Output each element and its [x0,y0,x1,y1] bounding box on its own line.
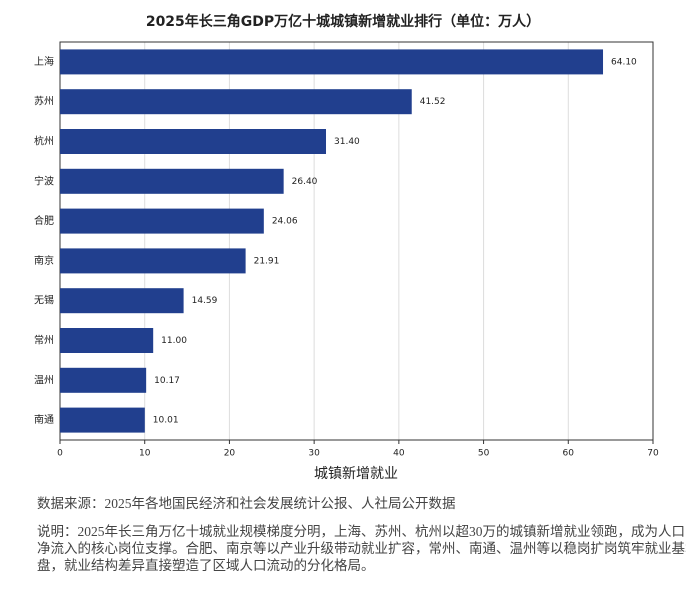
x-tick-label: 10 [139,449,151,459]
bar [60,248,246,274]
bar [60,328,154,353]
y-tick-label: 合肥 [34,214,54,227]
value-label: 14.59 [192,296,218,306]
bar [60,129,327,154]
bar [60,89,412,115]
value-label: 10.01 [153,416,179,426]
bar [60,407,145,433]
y-tick-label: 南通 [34,413,54,426]
x-tick-label: 0 [57,449,63,459]
value-label: 24.06 [272,217,298,227]
x-tick-label: 50 [478,449,490,459]
y-tick-label: 宁波 [34,174,54,187]
note-line: 说明：2025年长三角万亿十城就业规模梯度分明，上海、苏州、杭州以超30万的城镇… [37,524,685,539]
value-label: 41.52 [420,97,446,107]
value-label: 21.91 [254,256,280,266]
x-axis-label: 城镇新增就业 [314,466,398,482]
bar [60,208,264,234]
bar [60,367,147,393]
y-tick-label: 无锡 [34,294,54,307]
bar [60,168,284,194]
x-tick-label: 40 [393,449,405,459]
bar [60,49,604,75]
y-tick-label: 杭州 [34,135,54,148]
value-label: 10.17 [154,376,180,386]
chart-title: 2025年长三角GDP万亿十城城镇新增就业排行（单位：万人） [146,13,540,30]
y-tick-label: 苏州 [34,95,54,108]
chart: 2025年长三角GDP万亿十城城镇新增就业排行（单位：万人） 城镇新增就业 0 1… [34,13,659,482]
y-tick-label: 南京 [34,254,54,267]
value-label: 11.00 [161,336,187,346]
note-line: 盘，就业结构差异直接塑造了区域人口流动的分化格局。 [37,558,375,573]
value-label: 31.40 [334,137,360,147]
plot-frame [59,41,654,441]
y-tick-label: 上海 [34,55,54,68]
source: 数据来源：2025年各地国民经济和社会发展统计公报、人社局公开数据 [37,496,456,511]
value-label: 64.10 [611,57,637,67]
x-tick-label: 60 [563,449,575,459]
bar [60,288,184,314]
y-tick-label: 常州 [34,334,54,347]
note-line: 净流入的核心岗位支撑。合肥、南京等以产业升级带动就业扩容，常州、南通、温州等以稳… [37,541,686,556]
value-label: 26.40 [292,177,318,187]
y-tick-label: 温州 [34,374,54,386]
x-tick-label: 20 [224,449,236,459]
x-tick-label: 30 [308,449,320,459]
x-tick-label: 70 [647,449,659,459]
